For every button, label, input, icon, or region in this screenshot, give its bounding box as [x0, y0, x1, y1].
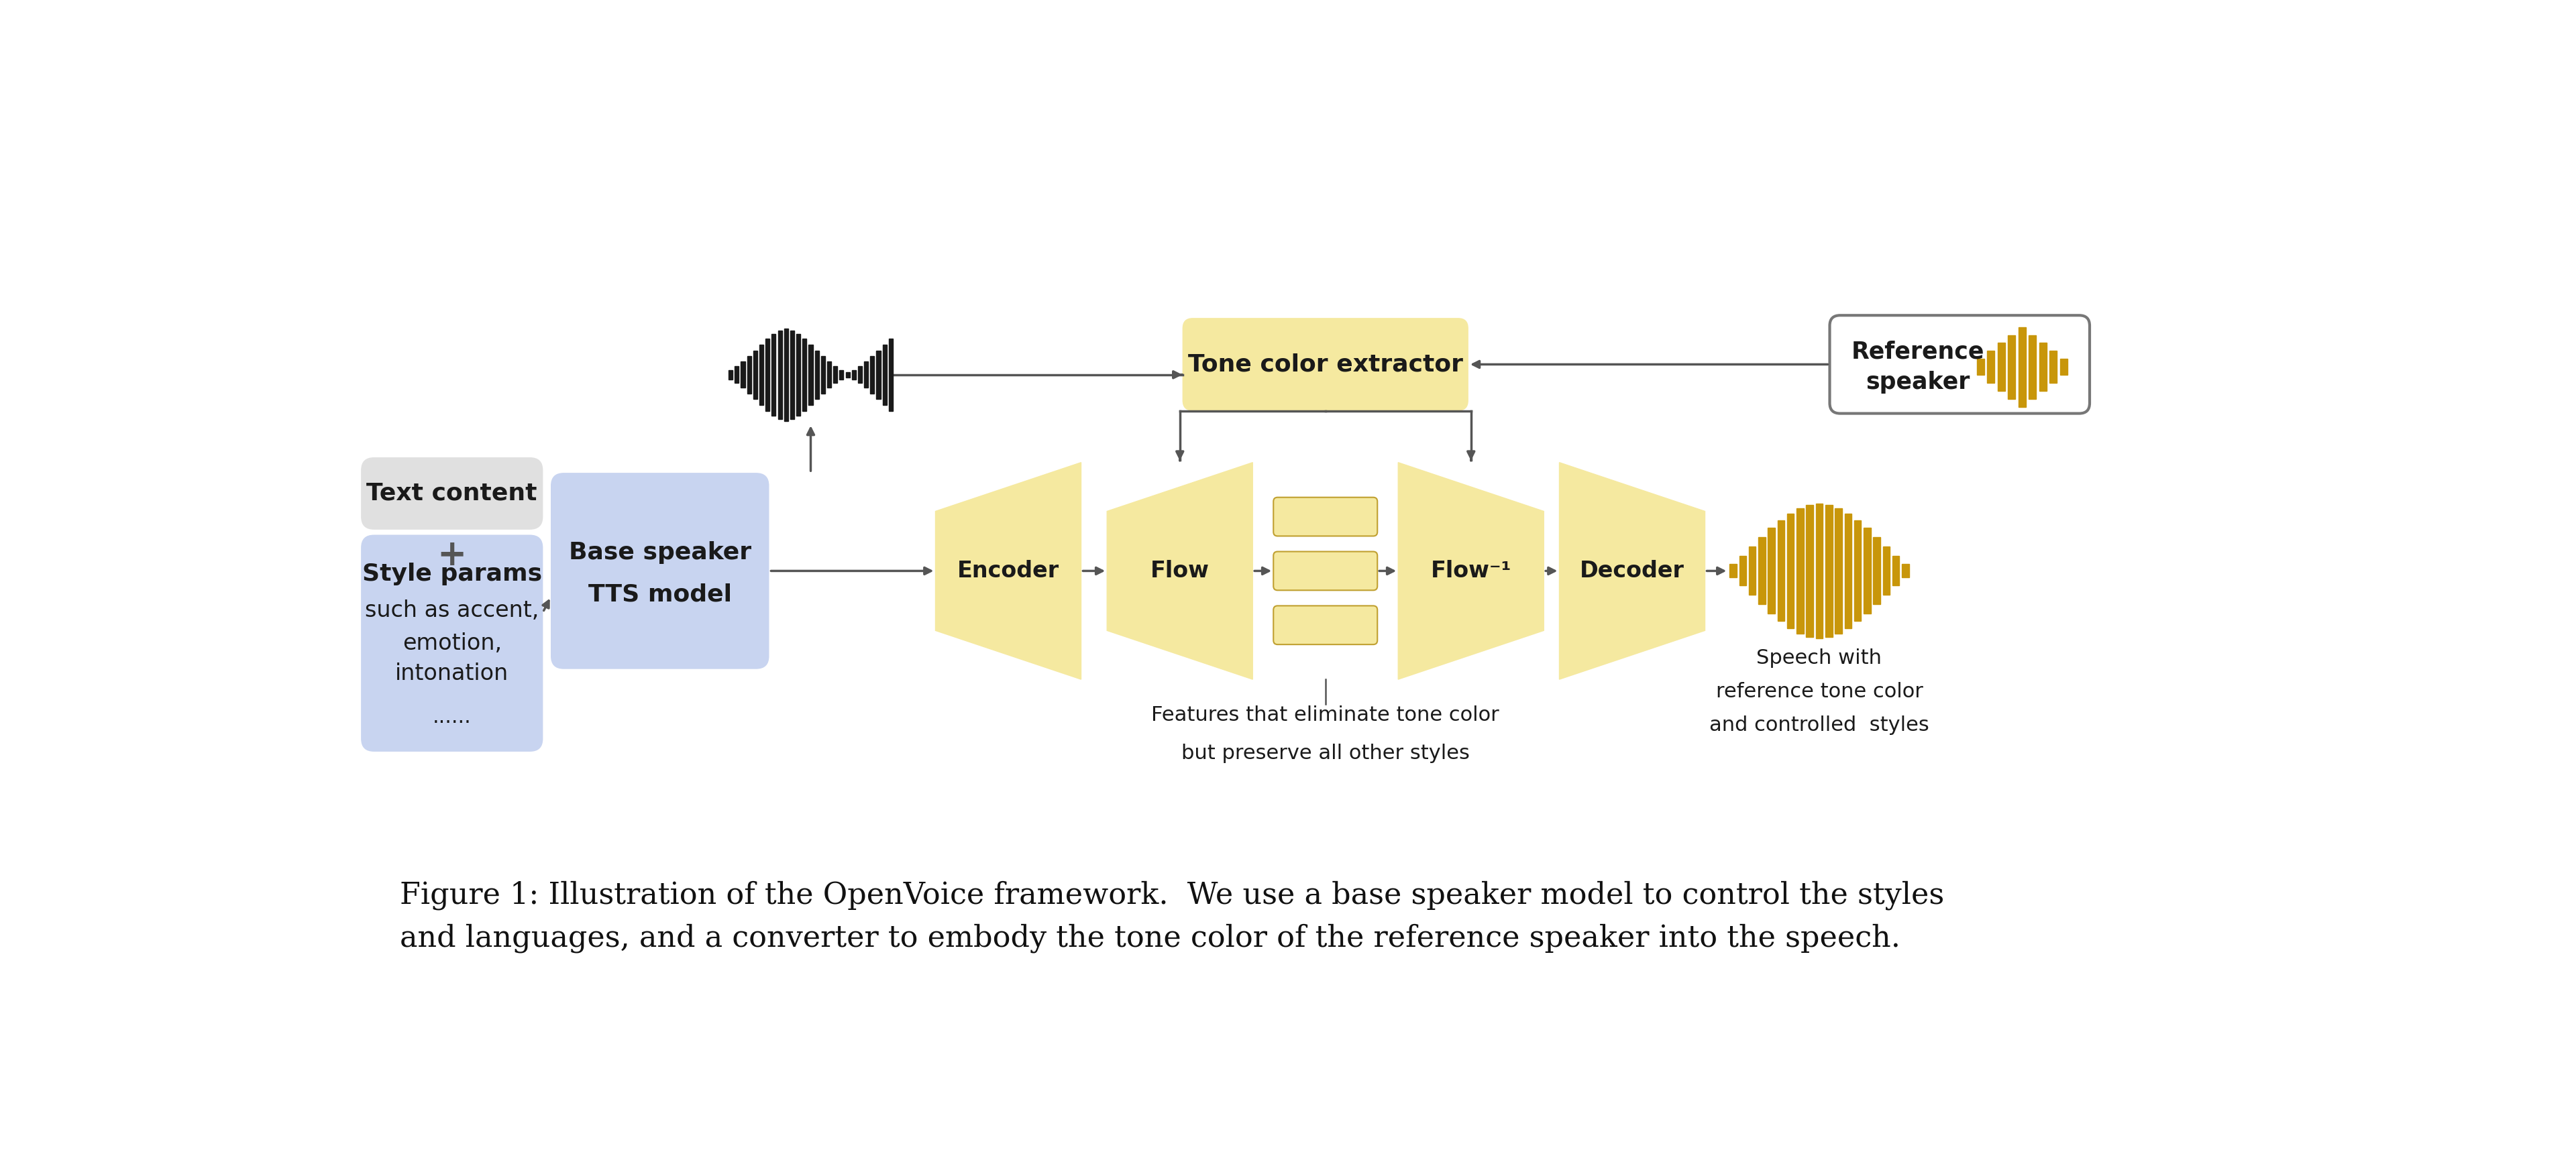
Bar: [2007, 335, 2014, 399]
Bar: [1739, 556, 1747, 585]
Bar: [2061, 359, 2069, 374]
Bar: [1855, 521, 1860, 621]
Bar: [1767, 528, 1775, 614]
Bar: [876, 350, 881, 399]
Bar: [1901, 564, 1909, 577]
Text: Decoder: Decoder: [1579, 560, 1685, 582]
Bar: [1728, 564, 1736, 577]
Bar: [752, 350, 757, 399]
Text: intonation: intonation: [394, 662, 507, 684]
Text: Base speaker: Base speaker: [569, 541, 752, 564]
Text: Flow: Flow: [1151, 560, 1208, 582]
Bar: [734, 366, 739, 384]
FancyBboxPatch shape: [1273, 552, 1378, 590]
Bar: [871, 356, 873, 393]
Bar: [1986, 351, 1994, 382]
Bar: [853, 370, 855, 379]
Text: and controlled  styles: and controlled styles: [1710, 715, 1929, 735]
Bar: [804, 339, 806, 411]
Bar: [1826, 505, 1832, 637]
Bar: [2020, 327, 2025, 407]
Text: Text content: Text content: [366, 482, 538, 505]
Text: reference tone color: reference tone color: [1716, 682, 1922, 702]
Bar: [773, 334, 775, 416]
Bar: [2050, 351, 2058, 382]
Bar: [760, 344, 762, 404]
Text: Encoder: Encoder: [958, 560, 1059, 582]
Bar: [1806, 505, 1814, 637]
Text: Style params: Style params: [363, 562, 541, 585]
Polygon shape: [1108, 462, 1252, 680]
Bar: [1862, 528, 1870, 614]
FancyBboxPatch shape: [1273, 498, 1378, 536]
Text: speaker: speaker: [1865, 371, 1971, 394]
Text: TTS model: TTS model: [587, 583, 732, 606]
Bar: [1777, 521, 1785, 621]
Bar: [742, 362, 744, 388]
Bar: [822, 356, 824, 393]
Text: Speech with: Speech with: [1757, 649, 1883, 668]
Bar: [778, 331, 783, 419]
Polygon shape: [935, 462, 1082, 680]
Bar: [783, 328, 788, 422]
Text: Reference: Reference: [1852, 340, 1984, 363]
Bar: [2030, 335, 2035, 399]
Text: ......: ......: [433, 707, 471, 727]
Text: emotion,: emotion,: [402, 632, 502, 654]
Bar: [1996, 343, 2004, 391]
Bar: [2040, 343, 2045, 391]
FancyBboxPatch shape: [361, 535, 544, 751]
Bar: [1883, 547, 1891, 596]
Text: Features that eliminate tone color: Features that eliminate tone color: [1151, 705, 1499, 725]
Bar: [832, 366, 837, 384]
FancyBboxPatch shape: [1182, 318, 1468, 411]
Bar: [729, 370, 732, 379]
Bar: [1976, 359, 1984, 374]
Bar: [747, 356, 752, 393]
FancyBboxPatch shape: [361, 457, 544, 530]
Polygon shape: [1558, 462, 1705, 680]
Bar: [791, 331, 793, 419]
Bar: [1816, 503, 1824, 638]
Text: Figure 1: Illustration of the OpenVoice framework.  We use a base speaker model : Figure 1: Illustration of the OpenVoice …: [399, 881, 1945, 953]
FancyBboxPatch shape: [1829, 316, 2089, 414]
Bar: [863, 362, 868, 388]
Bar: [765, 339, 770, 411]
Polygon shape: [1399, 462, 1543, 680]
Bar: [809, 344, 814, 404]
Bar: [840, 370, 842, 379]
Bar: [814, 350, 819, 399]
Bar: [1759, 537, 1765, 605]
Bar: [889, 339, 894, 411]
Bar: [827, 362, 832, 388]
Bar: [1749, 547, 1757, 596]
Bar: [796, 334, 801, 416]
Bar: [1844, 514, 1852, 628]
Text: Tone color extractor: Tone color extractor: [1188, 353, 1463, 376]
Bar: [1834, 508, 1842, 634]
Text: such as accent,: such as accent,: [366, 599, 538, 622]
Bar: [1795, 508, 1803, 634]
Text: but preserve all other styles: but preserve all other styles: [1182, 744, 1468, 764]
Bar: [1788, 514, 1793, 628]
Text: Flow⁻¹: Flow⁻¹: [1430, 560, 1512, 582]
Bar: [884, 344, 886, 404]
Bar: [845, 372, 850, 378]
Bar: [858, 366, 863, 384]
Bar: [1873, 537, 1880, 605]
FancyBboxPatch shape: [551, 472, 770, 669]
FancyBboxPatch shape: [1273, 606, 1378, 644]
Text: +: +: [438, 538, 466, 573]
Bar: [1893, 556, 1899, 585]
